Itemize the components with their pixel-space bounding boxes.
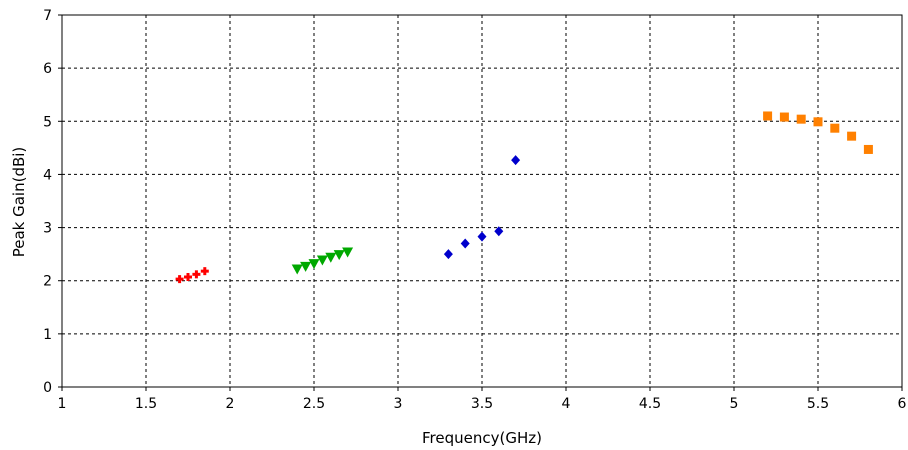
y-tick-label: 6: [43, 61, 52, 77]
x-tick-label: 3: [394, 396, 403, 412]
data-point-triangle-down: [300, 261, 312, 272]
data-point-square: [813, 117, 823, 127]
x-tick-label: 5.5: [807, 396, 829, 412]
x-tick-label: 4.5: [639, 396, 661, 412]
data-point-plus: [175, 275, 184, 284]
x-tick-label: 2: [226, 396, 235, 412]
data-point-diamond: [511, 155, 521, 166]
x-tick-label: 4: [562, 396, 571, 412]
data-point-square: [863, 144, 873, 154]
data-point-diamond: [477, 231, 487, 242]
x-tick-label: 2.5: [303, 396, 325, 412]
data-point-triangle-down: [308, 259, 320, 270]
data-point-diamond: [494, 226, 504, 237]
y-tick-label: 0: [43, 380, 52, 396]
data-point-square: [763, 111, 773, 121]
series-2: [291, 247, 354, 275]
data-point-triangle-down: [316, 255, 328, 266]
y-tick-label: 4: [43, 167, 52, 183]
data-point-plus: [200, 267, 209, 276]
x-tick-label: 5: [730, 396, 739, 412]
data-point-triangle-down: [291, 264, 303, 275]
y-axis-title: Peak Gain(dBi): [10, 147, 28, 258]
data-point-square: [830, 123, 840, 133]
grid-lines: [62, 15, 902, 387]
x-tick-label: 3.5: [471, 396, 493, 412]
series-1: [175, 267, 209, 284]
data-point-square: [779, 112, 789, 122]
data-point-plus: [192, 270, 201, 279]
data-point-triangle-down: [325, 252, 337, 263]
y-tick-label: 2: [43, 274, 52, 290]
series-4: [763, 111, 873, 154]
x-tick-label: 1.5: [135, 396, 157, 412]
x-tick-label: 1: [58, 396, 67, 412]
y-tick-label: 1: [43, 327, 52, 343]
data-point-square: [796, 114, 806, 124]
y-tick-label: 3: [43, 221, 52, 237]
data-point-plus: [184, 272, 192, 281]
data-point-triangle-down: [333, 250, 345, 261]
data-point-diamond: [460, 238, 470, 249]
data-point-square: [847, 131, 857, 141]
data-series: [175, 111, 873, 284]
data-point-triangle-down: [342, 247, 354, 258]
x-axis-title: Frequency(GHz): [422, 429, 542, 447]
y-tick-label: 7: [43, 8, 52, 24]
y-tick-label: 5: [43, 114, 52, 130]
series-3: [443, 155, 521, 260]
x-tick-label: 6: [898, 396, 907, 412]
data-point-diamond: [443, 249, 453, 260]
